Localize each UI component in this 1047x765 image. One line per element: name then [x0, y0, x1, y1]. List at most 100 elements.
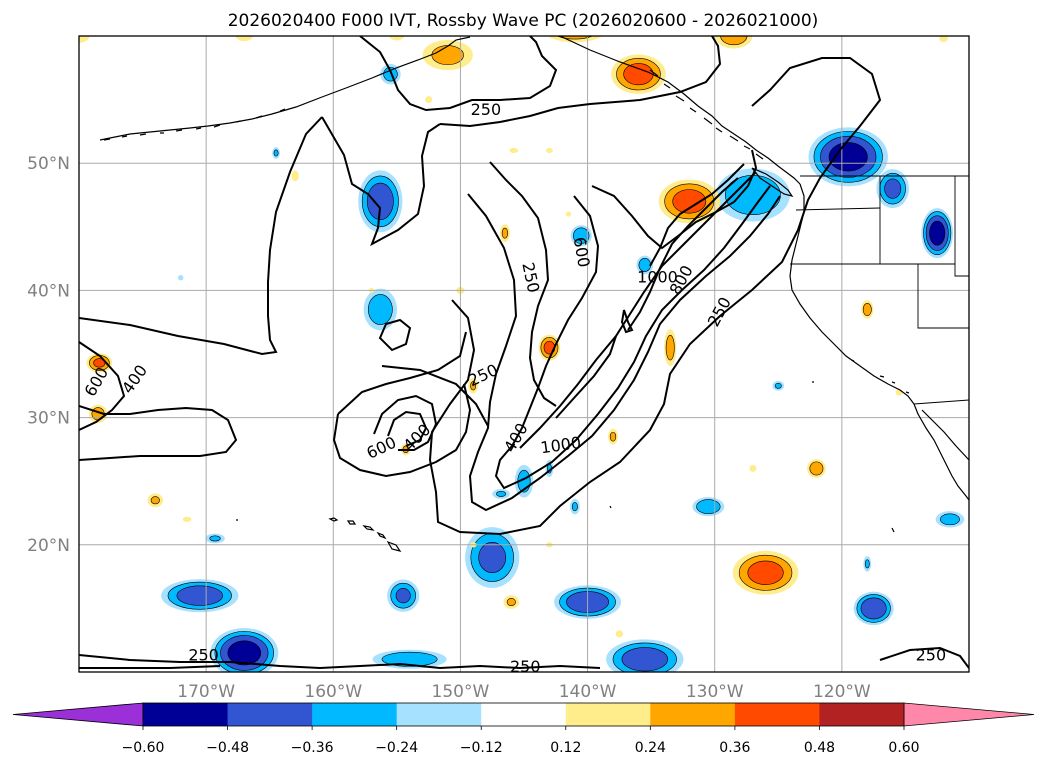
pc-positive-anomaly-16: [291, 170, 299, 182]
ivt-contour-600-north: [649, 163, 745, 267]
ivt-contour-250-central: [321, 116, 441, 247]
colorbar-tick-label: −0.12: [460, 740, 503, 756]
alaska-coastline: [99, 36, 471, 141]
pc-band-0: [182, 516, 192, 522]
colorbar-tick-label: 0.48: [804, 740, 835, 756]
colorbar: −0.60 −0.48 −0.36 −0.24 −0.12 0.12 0.24 0.36 0.4…: [12, 702, 1035, 756]
pc-positive-anomaly-7: [86, 353, 113, 373]
pc-band-0: [615, 630, 623, 638]
gulf-of-california: [921, 409, 969, 461]
pc-negative-anomaly-10: [935, 511, 965, 528]
channel-islands: [879, 375, 910, 394]
mexico-border: [913, 399, 969, 405]
ivt-contour-800-jet: [519, 171, 757, 449]
colorbar-tick-label: −0.48: [206, 740, 249, 756]
ivt-contour-west-edge-1: [79, 341, 126, 431]
pacific-atolls: [236, 359, 895, 533]
colorbar-under-arrow: [12, 702, 144, 727]
pc-band-2: [623, 63, 654, 86]
colorbar-segment: [227, 703, 313, 726]
washington-oregon-border: [795, 207, 881, 211]
pc-band-3: [929, 220, 946, 246]
pc-band-2: [366, 182, 394, 221]
pc-band-2: [747, 560, 784, 585]
latitude-tick-labels: 20°N 30°N 40°N 50°N: [27, 154, 70, 556]
alexander-archipelago: [649, 69, 764, 160]
lat-tick-label: 50°N: [27, 154, 70, 174]
pc-band-1: [696, 499, 721, 515]
map-frame: [78, 35, 970, 673]
pc-band-1: [150, 496, 160, 505]
pc-positive-anomaly-10: [861, 300, 874, 319]
lat-tick-label: 30°N: [27, 409, 70, 429]
colorbar-tick-label: −0.24: [375, 740, 418, 756]
pc-positive-anomaly-18: [503, 595, 520, 609]
pc-negative-anomaly-13: [465, 527, 520, 588]
pc-negative-anomaly-3: [808, 127, 888, 187]
ivt-contour-closed-small: [378, 318, 412, 352]
pc-band-1: [809, 461, 824, 476]
pc-negative-anomaly-11: [161, 579, 239, 613]
pc-band-0: [545, 147, 553, 154]
se-alaska-bc-coast: [559, 36, 801, 185]
pc-negative-anomaly-24: [205, 533, 225, 544]
pc-negative-anomaly-17: [853, 591, 894, 626]
pc-band-2: [478, 542, 507, 574]
pc-negative-anomaly-23: [863, 556, 872, 572]
pc-positive-anomaly-0: [611, 54, 666, 94]
pc-band-1: [496, 490, 507, 497]
pc-band-1: [571, 502, 578, 512]
colorbar-segment: [819, 703, 905, 726]
pc-positive-anomaly-14: [807, 459, 826, 478]
ivt-contours: [79, 36, 969, 670]
pc-band-2: [860, 597, 887, 620]
aleutian-islands: [103, 108, 286, 141]
pc-band-1: [501, 227, 509, 239]
pc-negative-anomaly-5: [921, 208, 954, 259]
pc-band-1: [609, 431, 617, 442]
pc-negative-anomaly-7: [636, 255, 654, 275]
pc-positive-anomaly-11: [500, 224, 510, 243]
pc-band-1: [273, 149, 279, 157]
pc-band-1: [665, 334, 675, 361]
lat-tick-label: 40°N: [27, 281, 70, 301]
pc-positive-anomaly-33: [749, 465, 757, 472]
pc-band-1: [209, 535, 221, 542]
pc-positive-anomaly-3: [547, 36, 603, 43]
pc-band-3: [227, 640, 262, 666]
pc-band-2: [395, 588, 411, 604]
colorbar-over-arrow: [903, 702, 1035, 727]
pc-band-0: [178, 274, 184, 281]
colorbar-segment: [650, 703, 736, 726]
ivt-contour-400-jet: [467, 193, 781, 512]
pc-band-1: [720, 36, 748, 46]
lat-tick-label: 20°N: [27, 536, 70, 556]
ivt-contour-400-north: [591, 149, 758, 250]
colorbar-tick-label: 0.60: [888, 740, 919, 756]
ivt-contour-400-loop: [373, 394, 438, 451]
hawaiian-islands: [328, 517, 402, 552]
pc-band-1: [864, 559, 870, 569]
ivt-contour-label: 250: [916, 645, 947, 664]
lon-tick-label: 140°W: [559, 682, 617, 702]
colorbar-tick-label: −0.60: [122, 740, 165, 756]
longitude-tick-labels: 170°W 160°W 150°W 140°W 130°W 120°W: [177, 682, 871, 702]
pc-band-0: [939, 36, 948, 42]
pc-band-0: [509, 147, 519, 154]
chart-title: 2026020400 F000 IVT, Rossby Wave PC (202…: [228, 11, 819, 31]
pc-band-2: [621, 647, 669, 672]
nevada-east-border: [954, 176, 969, 277]
pc-negative-anomaly-22: [492, 489, 510, 499]
pc-negative-anomaly-16: [606, 639, 684, 672]
pc-band-1: [862, 302, 872, 316]
pc-negative-anomaly-9: [692, 497, 725, 517]
pc-shading: [79, 36, 965, 672]
ivt-contour-label: 1000: [637, 268, 678, 287]
pc-negative-anomaly-0: [358, 170, 403, 233]
lon-tick-label: 150°W: [432, 682, 490, 702]
pc-band-1: [381, 651, 438, 667]
pc-negative-anomaly-12: [210, 627, 279, 672]
pc-band-0: [291, 170, 299, 182]
